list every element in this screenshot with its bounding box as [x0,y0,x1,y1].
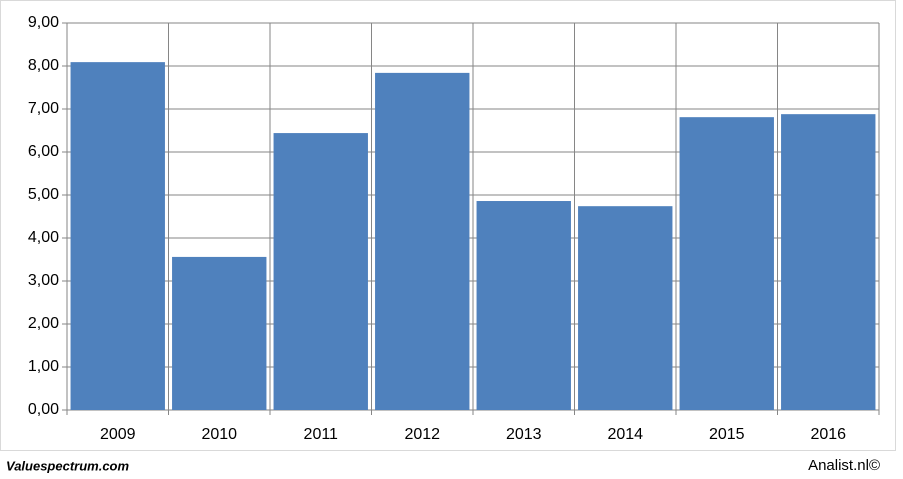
y-tick-label: 9,00 [28,14,59,31]
x-tick-label: 2010 [201,426,237,443]
y-tick-label: 4,00 [28,229,59,246]
bar [781,114,876,410]
y-tick-label: 5,00 [28,186,59,203]
bar [273,133,368,410]
bar [578,206,673,410]
y-tick-label: 8,00 [28,57,59,74]
x-tick-label: 2014 [607,426,643,443]
x-tick-label: 2015 [709,426,745,443]
y-tick-label: 2,00 [28,315,59,332]
y-tick-label: 7,00 [28,100,59,117]
y-tick-label: 0,00 [28,401,59,418]
y-tick-label: 6,00 [28,143,59,160]
y-tick-label: 3,00 [28,272,59,289]
x-tick-label: 2012 [404,426,440,443]
bar [476,201,571,410]
footer-right: Analist.nl© [808,457,880,474]
bar [375,72,470,410]
x-tick-label: 2011 [304,426,339,443]
footer-left: Valuespectrum.com [6,458,130,473]
bar [679,117,774,411]
x-tick-label: 2009 [100,426,136,443]
y-tick-label: 1,00 [28,358,59,375]
bar [70,62,165,410]
x-tick-label: 2016 [810,426,846,443]
bar [172,256,267,410]
x-tick-label: 2013 [506,426,542,443]
